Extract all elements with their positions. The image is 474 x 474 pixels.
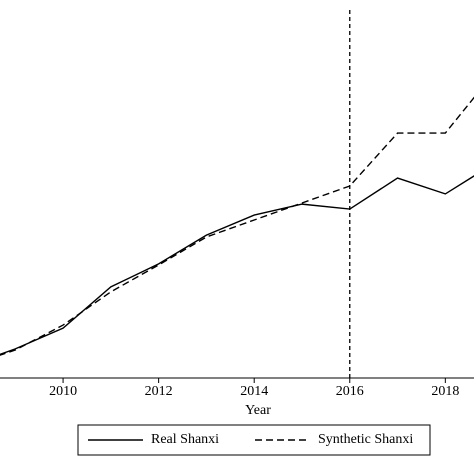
legend-label: Synthetic Shanxi xyxy=(318,432,413,447)
x-tick-label: 2010 xyxy=(49,384,77,399)
plot-area xyxy=(0,96,474,356)
legend-box xyxy=(77,424,431,456)
x-tick-label: 2018 xyxy=(431,384,459,399)
legend-label: Real Shanxi xyxy=(151,432,219,447)
x-tick-label: 2012 xyxy=(145,384,173,399)
x-tick-label: 2014 xyxy=(240,384,268,399)
x-tick-label: 2016 xyxy=(336,384,364,399)
x-axis-label: Year xyxy=(245,403,271,418)
series-line xyxy=(0,175,474,356)
series-line xyxy=(0,96,474,356)
